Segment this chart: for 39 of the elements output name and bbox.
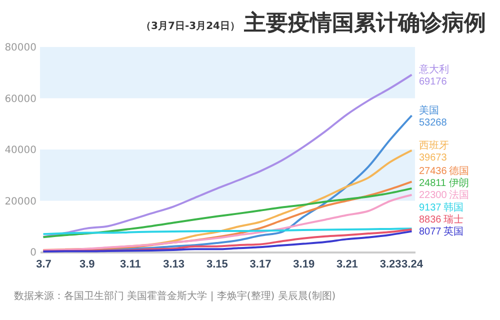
y-tick-label: 60000 [4, 94, 36, 105]
text: 瑞士 [443, 213, 464, 226]
data-label: 8836 [419, 214, 442, 226]
y-tick-label: 40000 [4, 145, 36, 156]
x-tick-label: 3.15 [206, 258, 228, 270]
line-series [42, 187, 413, 238]
data-label: 69176 [419, 76, 448, 88]
text: 法国 [449, 188, 469, 201]
x-tick-label: 3.7 [36, 258, 52, 270]
y-tick-label: 80000 [4, 42, 36, 54]
y-tick-label: 0 [30, 248, 36, 258]
data-label: 24811 [419, 178, 447, 189]
x-tick-label: 3.13 [163, 258, 185, 270]
data-label: 27436 [419, 166, 448, 177]
line-series [42, 194, 413, 252]
line-series [42, 74, 413, 238]
data-label: 53268 [419, 118, 448, 128]
series-label: 美国 [419, 104, 439, 116]
series-label: 意大利 [418, 64, 449, 76]
x-tick-label: 3.24 [402, 258, 424, 270]
x-tick-label: 3.9 [79, 258, 95, 270]
chart-subtitle: （3月7日-3月24日） [141, 20, 240, 34]
x-tick-label: 3.21 [336, 258, 358, 270]
chart-title: 主要疫情国累计确诊病例 [244, 10, 486, 38]
text: 英国 [443, 225, 464, 238]
text: 伊朗 [449, 176, 469, 189]
data-label: 9137 [419, 202, 442, 214]
x-tick-label: 3.19 [293, 258, 315, 270]
data-label: 39673 [419, 152, 448, 164]
data-label: 8077 [419, 226, 442, 238]
source-note: 数据来源：各国卫生部门 美国霍普金斯大学 | 李焕宇(整理) 吴辰晨(制图) [13, 290, 337, 303]
y-tick-label: 20000 [4, 196, 36, 208]
x-tick-label: 3.11 [120, 258, 141, 270]
data-label: 22300 [419, 190, 448, 201]
text: 德国 [449, 166, 469, 177]
text: 韩国 [443, 201, 464, 214]
x-tick-label: 3.17 [250, 258, 272, 270]
x-tick-label: 3.23 [380, 258, 402, 270]
series-label: 西班牙 [419, 139, 449, 152]
